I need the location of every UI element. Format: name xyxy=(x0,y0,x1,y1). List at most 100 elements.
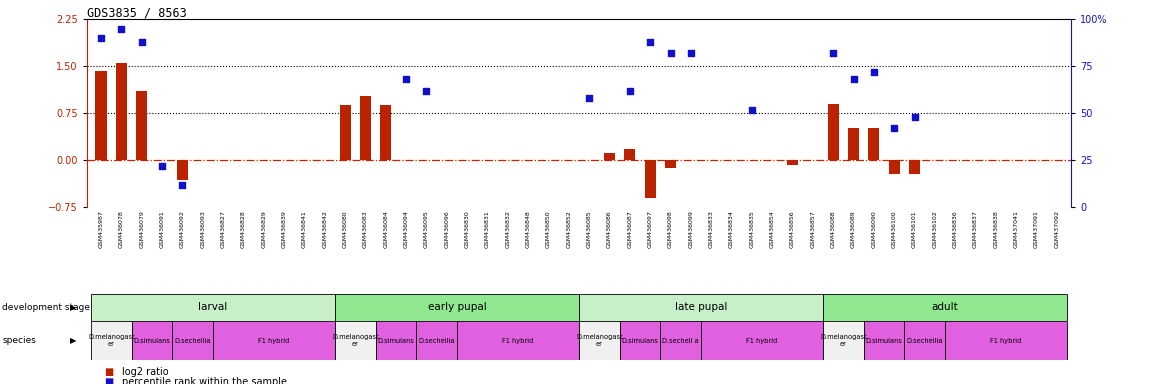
Bar xyxy=(864,321,904,360)
Point xyxy=(682,50,701,56)
Point xyxy=(580,95,599,101)
Text: GSM436099: GSM436099 xyxy=(688,210,694,248)
Bar xyxy=(173,321,213,360)
Bar xyxy=(380,105,391,161)
Text: F1 hybrid: F1 hybrid xyxy=(503,338,534,344)
Point xyxy=(397,76,416,83)
Text: D.sechellia: D.sechellia xyxy=(907,338,943,344)
Bar xyxy=(132,321,173,360)
Text: D.melanogast
er: D.melanogast er xyxy=(88,334,134,347)
Point xyxy=(844,76,863,83)
Text: GSM436096: GSM436096 xyxy=(445,210,449,248)
Text: D.simulans: D.simulans xyxy=(133,338,170,344)
Point xyxy=(906,114,924,120)
Text: GSM436831: GSM436831 xyxy=(485,210,490,248)
Text: D.melanogast
er: D.melanogast er xyxy=(332,334,379,347)
Bar xyxy=(335,321,375,360)
Text: development stage: development stage xyxy=(2,303,90,312)
Text: GSM437041: GSM437041 xyxy=(1013,210,1019,248)
Bar xyxy=(339,105,351,161)
Text: percentile rank within the sample: percentile rank within the sample xyxy=(122,377,286,384)
Bar xyxy=(335,294,579,321)
Bar xyxy=(375,321,417,360)
Text: GSM436828: GSM436828 xyxy=(241,210,245,248)
Bar xyxy=(909,161,921,174)
Text: D.simulans: D.simulans xyxy=(866,338,902,344)
Point xyxy=(174,182,192,188)
Point xyxy=(661,50,680,56)
Point xyxy=(91,35,110,41)
Text: D.simulans: D.simulans xyxy=(378,338,415,344)
Point xyxy=(153,163,171,169)
Bar xyxy=(868,128,879,161)
Text: GSM436085: GSM436085 xyxy=(587,210,592,248)
Text: GSM436089: GSM436089 xyxy=(851,210,856,248)
Point xyxy=(824,50,843,56)
Text: ■: ■ xyxy=(104,377,113,384)
Text: GSM436854: GSM436854 xyxy=(770,210,775,248)
Text: GSM436094: GSM436094 xyxy=(404,210,409,248)
Text: GSM436079: GSM436079 xyxy=(139,210,145,248)
Bar xyxy=(848,128,859,161)
Text: GSM436836: GSM436836 xyxy=(953,210,958,248)
Text: GSM436091: GSM436091 xyxy=(160,210,164,248)
Bar xyxy=(213,321,335,360)
Bar xyxy=(828,104,838,161)
Text: GSM436101: GSM436101 xyxy=(913,210,917,248)
Point xyxy=(417,88,435,94)
Text: GSM436100: GSM436100 xyxy=(892,210,896,248)
Text: GSM436852: GSM436852 xyxy=(566,210,571,248)
Bar xyxy=(579,321,620,360)
Text: early pupal: early pupal xyxy=(427,302,486,312)
Bar xyxy=(91,294,335,321)
Bar xyxy=(645,161,655,198)
Point xyxy=(621,88,639,94)
Text: adult: adult xyxy=(932,302,959,312)
Point xyxy=(865,69,884,75)
Text: GSM436838: GSM436838 xyxy=(994,210,998,248)
Text: GSM436842: GSM436842 xyxy=(322,210,328,248)
Text: GSM436093: GSM436093 xyxy=(200,210,205,248)
Bar xyxy=(904,321,945,360)
Text: GSM436841: GSM436841 xyxy=(302,210,307,248)
Bar xyxy=(823,321,864,360)
Bar xyxy=(945,321,1067,360)
Text: GSM436839: GSM436839 xyxy=(281,210,287,248)
Text: GSM436090: GSM436090 xyxy=(871,210,877,248)
Point xyxy=(132,39,151,45)
Text: ▶: ▶ xyxy=(69,303,76,312)
Text: D.sechellia: D.sechellia xyxy=(418,338,455,344)
Bar xyxy=(91,321,132,360)
Text: GDS3835 / 8563: GDS3835 / 8563 xyxy=(87,6,186,19)
Text: GSM436857: GSM436857 xyxy=(811,210,815,248)
Text: GSM436827: GSM436827 xyxy=(221,210,226,248)
Text: GSM436098: GSM436098 xyxy=(668,210,673,248)
Text: D.melanogast
er: D.melanogast er xyxy=(820,334,866,347)
Text: GSM436092: GSM436092 xyxy=(179,210,185,248)
Bar xyxy=(116,63,127,161)
Text: GSM436088: GSM436088 xyxy=(830,210,836,248)
Text: D.sechell a: D.sechell a xyxy=(662,338,699,344)
Text: F1 hybrid: F1 hybrid xyxy=(747,338,778,344)
Text: GSM436830: GSM436830 xyxy=(464,210,470,248)
Bar xyxy=(177,161,188,180)
Point xyxy=(640,39,659,45)
Bar xyxy=(579,294,823,321)
Text: ■: ■ xyxy=(104,367,113,377)
Text: GSM436833: GSM436833 xyxy=(709,210,713,248)
Text: GSM436856: GSM436856 xyxy=(790,210,796,248)
Text: GSM436086: GSM436086 xyxy=(607,210,613,248)
Bar xyxy=(701,321,823,360)
Text: log2 ratio: log2 ratio xyxy=(122,367,168,377)
Point xyxy=(885,125,903,131)
Bar xyxy=(457,321,579,360)
Bar xyxy=(95,71,107,161)
Text: late pupal: late pupal xyxy=(675,302,727,312)
Text: F1 hybrid: F1 hybrid xyxy=(258,338,290,344)
Text: GSM437092: GSM437092 xyxy=(1055,210,1060,248)
Bar xyxy=(624,149,636,161)
Bar xyxy=(787,161,798,166)
Text: GSM436084: GSM436084 xyxy=(383,210,388,248)
Text: GSM436829: GSM436829 xyxy=(262,210,266,248)
Bar xyxy=(360,96,371,161)
